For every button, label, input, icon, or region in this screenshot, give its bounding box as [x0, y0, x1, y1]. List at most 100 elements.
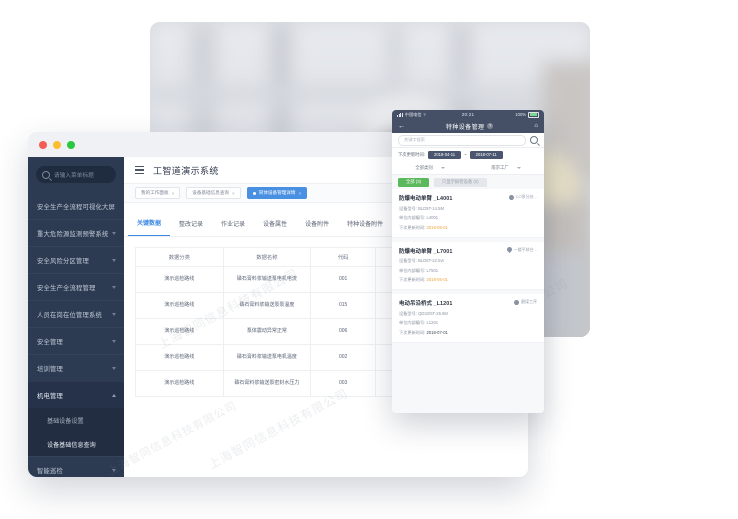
device-update-label: 下次更新时间:	[399, 224, 426, 230]
date-filter-label: 下次更新时间:	[398, 151, 425, 157]
open-tab-device-query[interactable]: 设备基础信息查询 ×	[186, 187, 241, 199]
sidebar-item-label: 人员在岗在位管理系统	[37, 311, 102, 319]
device-code-row: 单位内部编号: L7501	[399, 268, 537, 274]
device-code-value: L4001	[426, 215, 439, 220]
device-update-value: 2018-05-01	[426, 224, 448, 230]
device-card[interactable]: 防爆电动单臂 _L4001 CO泵分处... 设备型号: BLD5T-14.5M…	[392, 189, 544, 238]
device-location-label: 磨煤工序	[521, 299, 537, 304]
tab-label: 作业记录	[221, 222, 246, 228]
sidebar-subitem-device-info-query[interactable]: 设备基础信息查询	[28, 432, 124, 456]
device-code-label: 单位内部编号:	[399, 215, 426, 220]
sidebar-item-process-mgmt[interactable]: 安全生产全流程管理	[28, 273, 124, 300]
close-icon[interactable]: ×	[298, 190, 302, 196]
cell-code: 001	[310, 266, 377, 293]
maximize-window-button[interactable]	[67, 140, 75, 149]
close-window-button[interactable]	[39, 140, 47, 149]
sidebar-search-input[interactable]: 请输入菜单标题	[36, 166, 116, 183]
back-arrow-icon[interactable]: ←	[398, 122, 405, 130]
tab-operation-log[interactable]: 作业记录	[212, 216, 254, 236]
date-separator: ~	[464, 152, 467, 157]
mobile-header: ← 特种设备管理 ? ⌂	[392, 119, 544, 133]
category-select[interactable]: 全部类别	[392, 161, 468, 174]
sidebar-subitem-basic-device-setup[interactable]: 基础设备设置	[28, 408, 124, 432]
mobile-search-bar: 关键字搜索	[392, 133, 544, 148]
factory-select[interactable]: 南京工厂	[468, 161, 544, 174]
device-model-value: BLD5T-14.5M	[418, 205, 444, 211]
cell-code: 003	[310, 370, 377, 397]
cell-code: 006	[310, 318, 377, 345]
device-update-label: 下次更新时间:	[399, 277, 426, 282]
mobile-search-input[interactable]: 关键字搜索	[398, 134, 526, 146]
chevron-up-icon	[112, 393, 116, 397]
tab-rectification[interactable]: 整改记录	[170, 216, 212, 236]
sidebar-subitem-label: 基础设备设置	[47, 417, 84, 425]
date-start-button[interactable]: 2018-04-11	[427, 150, 462, 159]
sidebar-item-smart-inspection[interactable]: 智能巡检	[28, 456, 124, 477]
sidebar-item-visual-dashboard[interactable]: 安全生产全流程可视化大屏	[28, 193, 124, 219]
open-tab-label: 同体设备管理详情	[258, 190, 296, 195]
home-icon[interactable]: ⌂	[534, 123, 538, 129]
sidebar-item-safety-mgmt[interactable]: 安全管理	[28, 327, 124, 354]
sidebar-item-hazard-monitor[interactable]: 重大危险源监测预警系统	[28, 219, 124, 246]
sidebar-item-personnel[interactable]: 人员在岗在位管理系统	[28, 300, 124, 327]
device-code-row: 单位内部编号: L4001	[399, 215, 537, 221]
search-icon[interactable]	[530, 136, 538, 144]
device-name: 防爆电动单臂 _L7001	[399, 248, 453, 255]
clock-label: 20:21	[461, 112, 475, 117]
sidebar-item-electromechanical[interactable]: 机电管理	[28, 381, 124, 408]
cell-name: 磷石膏料浆输送泵泵温度	[222, 292, 312, 319]
sidebar-item-training[interactable]: 培训管理	[28, 354, 124, 381]
battery-icon	[528, 111, 539, 118]
open-tab-device-detail[interactable]: 同体设备管理详情 ×	[246, 187, 308, 199]
map-pin-icon	[514, 299, 521, 305]
close-icon[interactable]: ×	[232, 190, 235, 196]
factory-select-value: 南京工厂	[491, 164, 509, 170]
sidebar-item-label: 安全生产全流程管理	[37, 284, 96, 292]
device-location: 磨煤工序	[514, 299, 537, 305]
sidebar-item-label: 安全风险分区管理	[37, 257, 89, 265]
tab-device-attachments[interactable]: 设备附件	[296, 216, 338, 236]
signal-icon	[397, 112, 403, 117]
device-code-value: L7501	[426, 267, 439, 273]
minimize-window-button[interactable]	[53, 140, 61, 149]
cell-name: 泵体震动异常正常	[222, 318, 312, 345]
app-header: 工智道演示系统	[124, 157, 528, 184]
date-end-button[interactable]: 2018-07-11	[469, 150, 503, 159]
chevron-down-icon	[112, 258, 116, 262]
column-header: 代码	[310, 247, 377, 267]
map-pin-icon	[506, 246, 513, 253]
hamburger-icon[interactable]	[135, 166, 144, 174]
tab-key-data[interactable]: 关键数据	[128, 215, 171, 236]
tab-device-attributes[interactable]: 设备属性	[254, 216, 296, 236]
tab-label: 关键数据	[137, 221, 162, 227]
device-location: 一楼平装台...	[506, 246, 537, 253]
device-card[interactable]: 电动吊沿桥式 _L1201 磨煤工序 设备型号: QD32/5T-25.5M 单…	[392, 294, 544, 343]
sidebar-item-risk-zone[interactable]: 安全风险分区管理	[28, 246, 124, 273]
cell-code: 015	[310, 292, 377, 319]
chip-inspection-only[interactable]: 只显示报检设备 (2)	[434, 177, 487, 187]
tab-label: 整改记录	[179, 222, 204, 228]
tab-label: 设备属性	[263, 222, 288, 228]
cell-category: 演示巡检路线	[135, 370, 224, 397]
device-name: 电动吊沿桥式 _L1201	[399, 301, 453, 307]
device-update-row: 下次更新时间: 2018-07-01	[399, 330, 537, 336]
sidebar-item-label: 培训管理	[37, 365, 63, 373]
tab-label: 设备附件	[305, 222, 330, 228]
device-card[interactable]: 防爆电动单臂 _L7001 一楼平装台... 设备型号: BLD5T-22.5v…	[392, 241, 544, 290]
chevron-down-icon	[112, 231, 116, 235]
open-tab-workbench[interactable]: 我的工作面板 ×	[135, 187, 181, 199]
column-header: 数据分类	[135, 247, 224, 267]
close-icon[interactable]: ×	[171, 190, 175, 196]
device-code-value: L1201	[426, 320, 439, 325]
chip-all[interactable]: 全部 (3)	[398, 177, 430, 187]
question-mark-icon[interactable]: ?	[487, 123, 494, 129]
tab-special-device-attachments[interactable]: 特种设备附件	[338, 216, 392, 236]
chevron-down-icon	[112, 312, 116, 316]
device-model-label: 设备型号:	[399, 205, 417, 211]
page-title: 工智道演示系统	[153, 165, 219, 176]
chevron-down-icon	[112, 468, 116, 472]
device-code-row: 单位内部编号: L1201	[399, 320, 537, 326]
sidebar-item-label: 重大危险源监测预警系统	[37, 230, 109, 238]
device-update-row: 下次更新时间: 2018-05-01	[399, 225, 537, 231]
